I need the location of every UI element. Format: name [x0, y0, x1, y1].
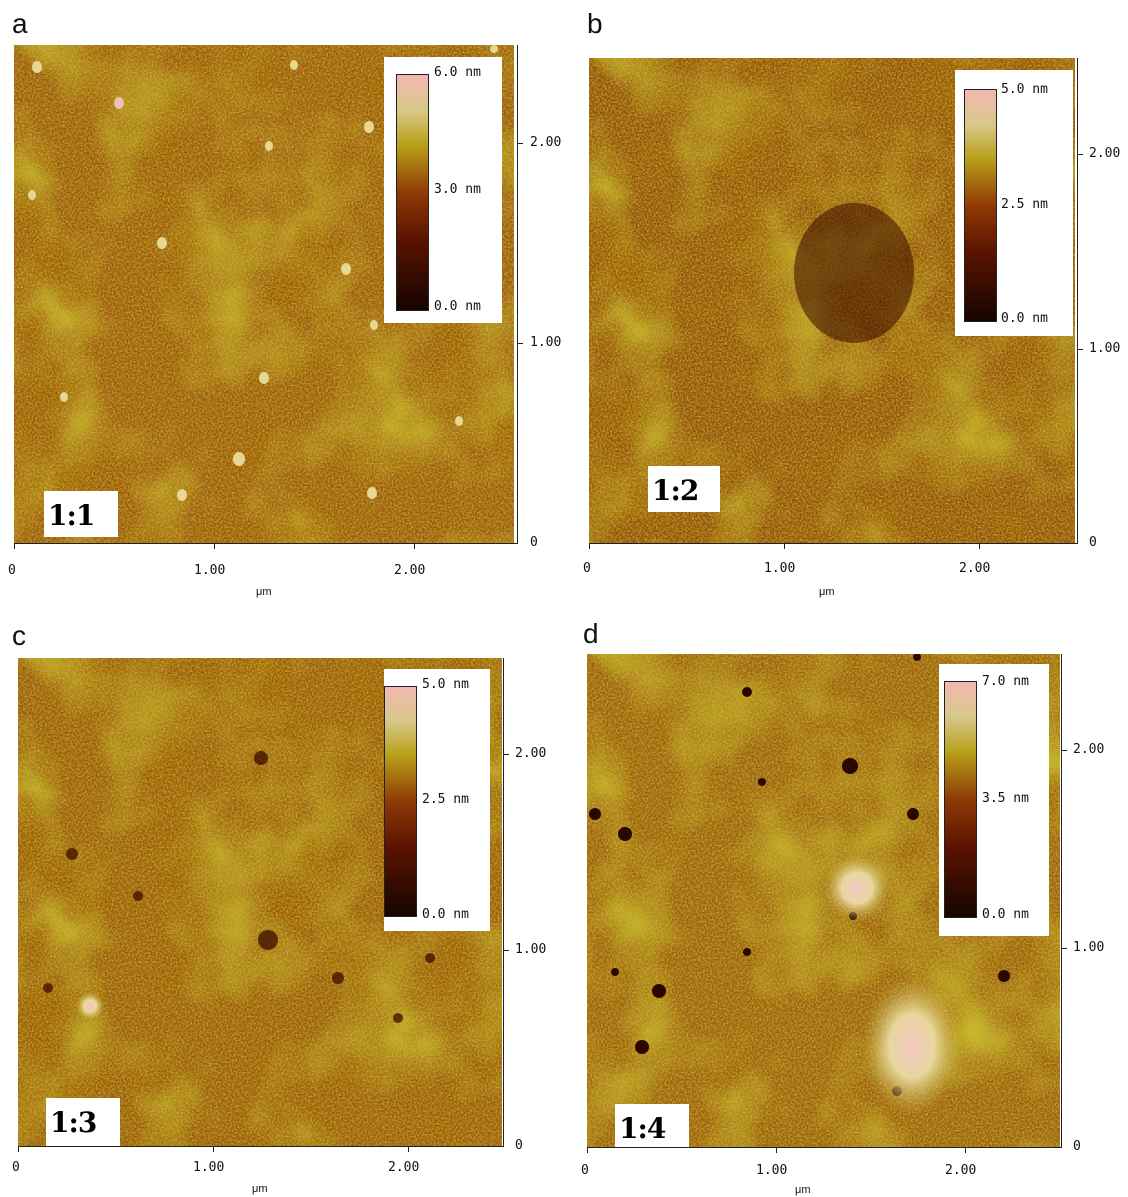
afm-image-a: 1:1 6.0 nm 3.0 nm 0.0 nm [14, 45, 514, 543]
x-unit-d: μm [795, 1184, 811, 1196]
scale-mid-a: 3.0 nm [434, 182, 481, 197]
y-axis-c [503, 658, 504, 1147]
x-tick-a-0 [14, 543, 15, 549]
color-scale-b: 5.0 nm 2.5 nm 0.0 nm [955, 70, 1073, 336]
x-tick-d-1 [776, 1147, 777, 1153]
x-tick-a-2 [414, 543, 415, 549]
y-tick-label-c-0: 2.00 [515, 746, 547, 761]
y-axis-b [1077, 58, 1078, 544]
y-tick-a-0 [517, 143, 523, 144]
x-tick-label-a-1: 1.00 [194, 563, 226, 578]
scale-max-a: 6.0 nm [434, 65, 481, 80]
x-tick-d-0 [587, 1147, 588, 1153]
color-scale-bar-a [396, 74, 429, 311]
color-scale-a: 6.0 nm 3.0 nm 0.0 nm [384, 57, 502, 323]
x-tick-label-a-0: 0 [8, 563, 16, 578]
color-scale-c: 5.0 nm 2.5 nm 0.0 nm [384, 669, 490, 931]
sample-label-a: 1:1 [48, 499, 95, 532]
panel-letter-b: b [587, 8, 603, 39]
sample-label-box-b: 1:2 [648, 466, 720, 512]
sample-label-c: 1:3 [50, 1106, 97, 1139]
y-axis-a [517, 45, 518, 544]
x-tick-label-c-2: 2.00 [388, 1160, 420, 1175]
y-tick-d-1 [1061, 948, 1067, 949]
x-tick-d-2 [965, 1147, 966, 1153]
color-scale-bar-b [964, 89, 997, 322]
scale-max-c: 5.0 nm [422, 677, 469, 692]
x-tick-b-1 [784, 543, 785, 549]
y-tick-label-d-2: 0 [1073, 1139, 1081, 1154]
x-tick-label-d-2: 2.00 [945, 1163, 977, 1178]
y-tick-label-b-1: 1.00 [1089, 341, 1121, 356]
x-tick-a-1 [214, 543, 215, 549]
sample-label-box-c: 1:3 [46, 1098, 120, 1146]
panel-letter-d: d [583, 618, 599, 649]
x-tick-label-c-1: 1.00 [193, 1160, 225, 1175]
x-tick-c-1 [213, 1146, 214, 1152]
y-tick-label-a-1: 1.00 [530, 335, 562, 350]
x-unit-b: μm [819, 586, 835, 598]
color-scale-bar-c [384, 686, 417, 917]
x-unit-a: μm [256, 586, 272, 598]
scale-min-a: 0.0 nm [434, 299, 481, 314]
x-tick-label-b-1: 1.00 [764, 561, 796, 576]
x-axis-c [18, 1146, 504, 1147]
y-tick-d-0 [1061, 750, 1067, 751]
y-tick-label-b-2: 0 [1089, 535, 1097, 550]
x-tick-label-b-2: 2.00 [959, 561, 991, 576]
scale-mid-b: 2.5 nm [1001, 197, 1048, 212]
sample-label-box-a: 1:1 [44, 491, 118, 537]
x-tick-label-d-1: 1.00 [756, 1163, 788, 1178]
scale-min-c: 0.0 nm [422, 907, 469, 922]
x-tick-c-0 [18, 1146, 19, 1152]
y-tick-c-1 [503, 950, 509, 951]
x-axis-a [14, 543, 518, 544]
y-tick-label-d-0: 2.00 [1073, 742, 1105, 757]
scale-mid-d: 3.5 nm [982, 791, 1029, 806]
sample-label-box-d: 1:4 [615, 1104, 689, 1147]
scale-min-b: 0.0 nm [1001, 311, 1048, 326]
y-tick-label-d-1: 1.00 [1073, 940, 1105, 955]
afm-image-c: 1:3 5.0 nm 2.5 nm 0.0 nm [18, 658, 502, 1146]
x-tick-label-a-2: 2.00 [394, 563, 426, 578]
scale-mid-c: 2.5 nm [422, 792, 469, 807]
y-axis-d [1061, 654, 1062, 1148]
y-tick-label-a-0: 2.00 [530, 135, 562, 150]
x-axis-d [587, 1147, 1062, 1148]
x-tick-b-2 [979, 543, 980, 549]
panel-letter-a: a [12, 8, 28, 39]
x-tick-label-c-0: 0 [12, 1160, 20, 1175]
y-tick-label-b-0: 2.00 [1089, 146, 1121, 161]
scale-min-d: 0.0 nm [982, 907, 1029, 922]
afm-image-d: 1:4 7.0 nm 3.5 nm 0.0 nm [587, 654, 1060, 1147]
afm-image-b: 1:2 5.0 nm 2.5 nm 0.0 nm [589, 58, 1075, 543]
panel-letter-c: c [12, 620, 26, 651]
y-tick-b-1 [1077, 349, 1083, 350]
x-tick-b-0 [589, 543, 590, 549]
sample-label-d: 1:4 [619, 1112, 666, 1145]
sample-label-b: 1:2 [652, 474, 699, 507]
x-axis-b [589, 543, 1078, 544]
x-tick-label-b-0: 0 [583, 561, 591, 576]
scale-max-b: 5.0 nm [1001, 82, 1048, 97]
color-scale-bar-d [944, 681, 977, 918]
color-scale-d: 7.0 nm 3.5 nm 0.0 nm [939, 664, 1049, 936]
x-tick-c-2 [408, 1146, 409, 1152]
scale-max-d: 7.0 nm [982, 674, 1029, 689]
y-tick-c-0 [503, 754, 509, 755]
y-tick-b-0 [1077, 154, 1083, 155]
x-unit-c: μm [252, 1183, 268, 1195]
y-tick-label-c-1: 1.00 [515, 942, 547, 957]
x-tick-label-d-0: 0 [581, 1163, 589, 1178]
y-tick-label-a-2: 0 [530, 535, 538, 550]
y-tick-a-1 [517, 343, 523, 344]
y-tick-label-c-2: 0 [515, 1138, 523, 1153]
